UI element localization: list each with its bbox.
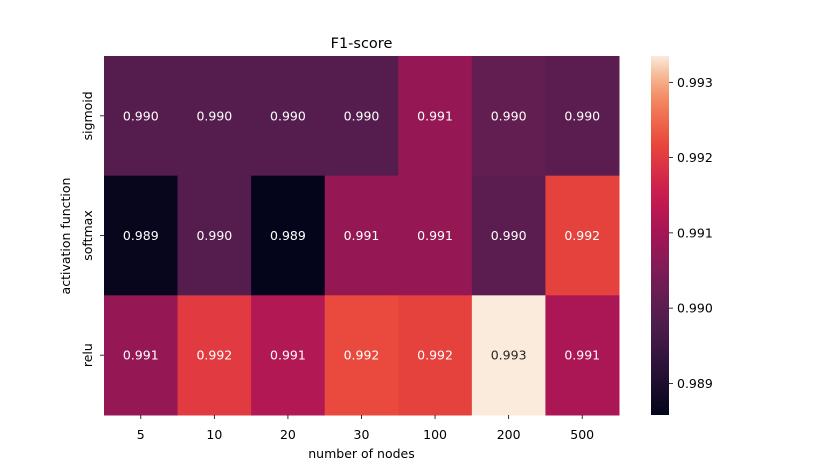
heatmap-cell (324, 295, 399, 416)
cell-value-label: 0.992 (344, 348, 380, 363)
heatmap-cell (324, 175, 399, 296)
cell-value-label: 0.990 (564, 108, 600, 123)
cell-value-label: 0.990 (344, 108, 380, 123)
cell-value-label: 0.992 (196, 348, 232, 363)
cell-value-label: 0.991 (417, 108, 453, 123)
cell-value-label: 0.993 (491, 348, 527, 363)
y-axis-ticks: sigmoid softmax relu (80, 91, 104, 367)
heatmap-cell (177, 175, 252, 296)
heatmap-cell (251, 175, 326, 296)
heatmap-cell (104, 56, 179, 177)
x-tick-label: 500 (570, 427, 594, 442)
heatmap-cell (251, 295, 326, 416)
colorbar-tick-label: 0.990 (677, 301, 713, 316)
cell-value-label: 0.992 (417, 348, 453, 363)
x-tick-label: 20 (280, 427, 296, 442)
cell-value-label: 0.990 (196, 108, 232, 123)
y-tick-label: sigmoid (80, 91, 95, 140)
colorbar-tick-label: 0.993 (677, 75, 713, 90)
heatmap-cell (398, 295, 473, 416)
cell-value-label: 0.990 (196, 228, 232, 243)
heatmap-cells: 0.990 0.990 0.990 0.990 0.991 0.990 0.990 0.989… (104, 56, 620, 416)
colorbar (651, 56, 669, 415)
y-tick-label: softmax (80, 210, 95, 260)
heatmap-cell (177, 295, 252, 416)
cell-value-label: 0.991 (417, 228, 453, 243)
heatmap-cell (471, 295, 546, 416)
x-tick-label: 100 (423, 427, 447, 442)
heatmap-cell (398, 175, 473, 296)
chart-title: F1-score (331, 36, 393, 52)
x-tick-label: 200 (497, 427, 521, 442)
cell-value-label: 0.991 (123, 348, 159, 363)
cell-value-label: 0.992 (564, 228, 600, 243)
colorbar-ticks: 0.989 0.990 0.991 0.992 0.993 (669, 75, 713, 391)
heatmap-cell (545, 295, 620, 416)
colorbar-tick-label: 0.989 (677, 376, 713, 391)
heatmap-cell (324, 56, 399, 177)
colorbar-tick-label: 0.992 (677, 150, 713, 165)
heatmap-cell (545, 175, 620, 296)
cell-value-label: 0.990 (491, 228, 527, 243)
heatmap-cell (545, 56, 620, 177)
heatmap-cell (251, 56, 326, 177)
heatmap-cell (471, 56, 546, 177)
x-tick-label: 5 (137, 427, 145, 442)
y-tick-label: relu (80, 343, 95, 367)
heatmap-cell (104, 295, 179, 416)
heatmap-cell (398, 56, 473, 177)
colorbar-tick-label: 0.991 (677, 225, 713, 240)
heatmap-cell (104, 175, 179, 296)
x-axis-ticks: 5 10 20 30 100 200 500 (137, 415, 594, 442)
cell-value-label: 0.991 (564, 348, 600, 363)
cell-value-label: 0.990 (270, 108, 306, 123)
y-axis-label: activation function (58, 178, 73, 295)
x-tick-label: 10 (206, 427, 222, 442)
heatmap-cell (177, 56, 252, 177)
cell-value-label: 0.989 (123, 228, 159, 243)
x-tick-label: 30 (354, 427, 370, 442)
cell-value-label: 0.991 (344, 228, 380, 243)
cell-value-label: 0.990 (491, 108, 527, 123)
x-axis-label: number of nodes (308, 446, 415, 461)
heatmap-cell (471, 175, 546, 296)
cell-value-label: 0.990 (123, 108, 159, 123)
cell-value-label: 0.991 (270, 348, 306, 363)
cell-value-label: 0.989 (270, 228, 306, 243)
